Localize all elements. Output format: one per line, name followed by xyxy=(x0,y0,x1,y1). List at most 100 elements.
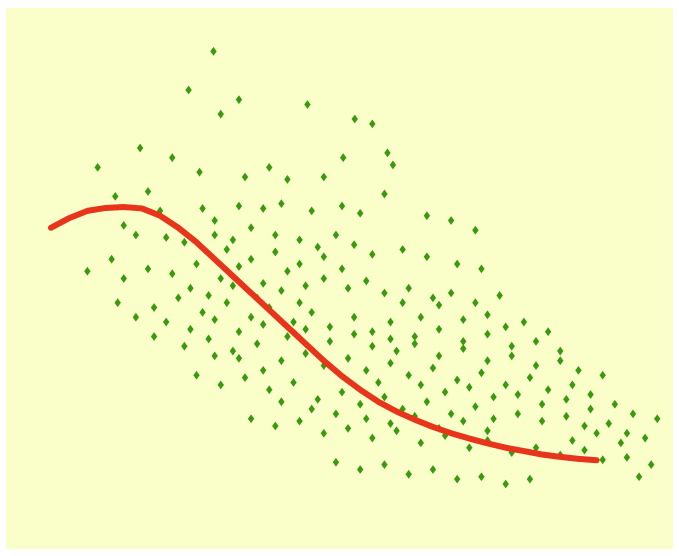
scatter-point xyxy=(296,259,303,269)
scatter-point xyxy=(387,317,394,327)
scatter-point xyxy=(162,233,170,242)
scatter-point xyxy=(235,353,243,363)
scatter-point xyxy=(284,175,291,184)
scatter-point xyxy=(405,469,412,479)
scatter-point xyxy=(478,368,485,378)
scatter-point xyxy=(423,211,431,221)
scatter-point xyxy=(210,46,217,56)
scatter-point xyxy=(532,336,540,346)
scatter-point xyxy=(453,474,461,484)
scatter-point xyxy=(417,312,425,322)
scatter-point xyxy=(363,414,370,424)
scatter-point xyxy=(235,262,243,271)
scatter-point xyxy=(308,404,315,414)
scatter-point xyxy=(132,312,140,322)
scatter-point xyxy=(393,346,400,356)
scatter-point xyxy=(108,254,115,264)
scatter-point xyxy=(599,455,606,465)
scatter-point xyxy=(235,95,243,105)
scatter-point xyxy=(84,266,91,276)
scatter-point xyxy=(369,327,376,337)
scatter-point xyxy=(229,281,237,291)
scatter-point xyxy=(496,291,503,300)
scatter-point xyxy=(162,317,170,327)
scatter-point xyxy=(356,208,364,218)
scatter-point xyxy=(484,356,491,366)
scatter-point xyxy=(217,380,224,390)
scatter-point xyxy=(296,298,303,308)
scatter-point xyxy=(502,479,509,489)
scatter-point xyxy=(193,259,200,269)
scatter-point xyxy=(185,85,192,95)
scatter-point xyxy=(581,421,588,431)
scatter-point xyxy=(302,324,309,334)
scatter-point xyxy=(211,216,218,225)
scatter-point xyxy=(460,416,467,426)
scatter-point xyxy=(381,392,388,402)
scatter-point xyxy=(259,365,267,375)
scatter-point xyxy=(369,433,376,443)
scatter-point xyxy=(623,452,631,462)
scatter-point xyxy=(175,293,182,303)
scatter-point xyxy=(290,378,297,387)
scatter-point xyxy=(526,474,534,484)
scatter-point xyxy=(544,327,552,337)
scatter-point xyxy=(532,443,540,453)
scatter-point xyxy=(350,329,358,339)
scatter-point xyxy=(278,397,285,407)
scatter-point xyxy=(229,346,237,356)
scatter-point xyxy=(478,472,485,482)
scatter-point xyxy=(369,341,376,351)
scatter-point xyxy=(199,307,206,317)
scatter-point xyxy=(447,216,455,225)
scatter-point xyxy=(320,172,328,182)
scatter-point xyxy=(205,334,212,344)
scatter-point xyxy=(187,283,194,293)
scatter-point xyxy=(460,336,467,346)
scatter-point xyxy=(326,322,334,332)
scatter-point xyxy=(217,109,224,119)
scatter-point xyxy=(338,387,346,397)
scatter-point xyxy=(569,436,576,445)
scatter-point xyxy=(278,356,285,366)
scatter-point xyxy=(389,160,397,170)
scatter-point xyxy=(144,264,152,274)
scatter-point xyxy=(654,414,661,424)
scatter-point xyxy=(502,322,509,332)
scatter-point xyxy=(211,230,218,240)
scatter-point xyxy=(405,283,412,293)
scatter-point xyxy=(304,100,311,109)
scatter-point xyxy=(340,153,347,163)
scatter-point xyxy=(526,373,534,383)
scatter-point xyxy=(453,375,461,385)
scatter-point xyxy=(411,332,418,341)
scatter-point xyxy=(514,390,522,399)
scatter-point xyxy=(205,291,212,300)
scatter-point xyxy=(187,324,194,334)
scatter-point xyxy=(351,114,358,124)
scatter-point xyxy=(211,315,218,325)
scatter-point xyxy=(272,230,279,240)
scatter-point xyxy=(338,264,346,274)
scatter-point xyxy=(478,264,485,274)
scatter-point xyxy=(229,235,237,245)
scatter-point xyxy=(447,288,455,298)
scatter-point xyxy=(253,339,261,349)
scatter-point xyxy=(266,162,273,172)
trend-line xyxy=(48,203,600,464)
scatter-point xyxy=(290,317,297,327)
scatter-point xyxy=(278,286,285,296)
scatter-point xyxy=(144,187,152,196)
scatter-point xyxy=(296,416,303,426)
scatter-point xyxy=(332,230,340,240)
scatter-point xyxy=(196,167,203,177)
scatter-point xyxy=(605,419,612,428)
scatter-point xyxy=(193,370,200,380)
scatter-point xyxy=(460,315,467,325)
scatter-point xyxy=(181,341,188,351)
scatter-point xyxy=(120,274,127,283)
scatter-point xyxy=(557,356,564,366)
scatter-point xyxy=(363,365,370,375)
scatter-point xyxy=(544,385,552,395)
scatter-point xyxy=(423,252,431,262)
